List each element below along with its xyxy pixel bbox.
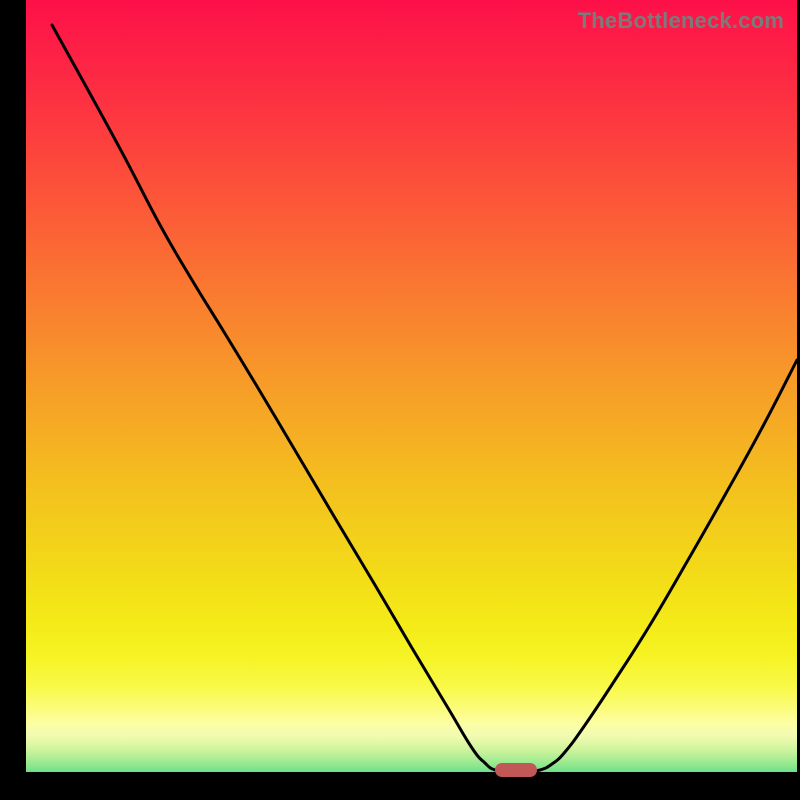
curve-layer <box>0 0 800 800</box>
bottleneck-curve <box>52 25 797 772</box>
watermark-text: TheBottleneck.com <box>578 8 784 34</box>
bottleneck-chart: TheBottleneck.com <box>0 0 800 800</box>
sweet-spot-marker <box>495 763 537 777</box>
